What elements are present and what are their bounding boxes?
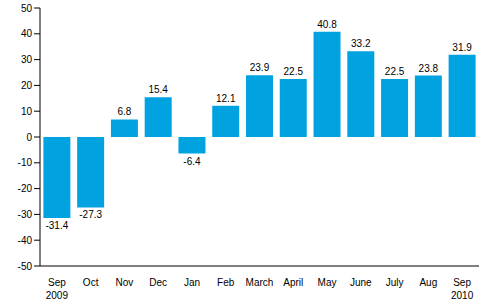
svg-text:Nov: Nov <box>116 277 134 288</box>
svg-text:-10: -10 <box>18 157 33 168</box>
svg-text:-30: -30 <box>18 209 33 220</box>
svg-text:23.8: 23.8 <box>419 63 439 74</box>
svg-text:-40: -40 <box>18 235 33 246</box>
svg-text:-31.4: -31.4 <box>45 220 68 231</box>
svg-text:Dec: Dec <box>149 277 167 288</box>
svg-text:33.2: 33.2 <box>351 38 371 49</box>
svg-text:July: July <box>386 277 404 288</box>
svg-text:-20: -20 <box>18 183 33 194</box>
svg-text:6.8: 6.8 <box>117 106 131 117</box>
svg-text:0: 0 <box>26 132 32 143</box>
svg-text:Jan: Jan <box>184 277 200 288</box>
svg-text:40: 40 <box>21 28 33 39</box>
svg-text:22.5: 22.5 <box>385 66 405 77</box>
svg-text:March: March <box>246 277 274 288</box>
svg-text:22.5: 22.5 <box>284 66 304 77</box>
svg-text:Aug: Aug <box>419 277 437 288</box>
svg-text:-50: -50 <box>18 261 33 272</box>
svg-text:50: 50 <box>21 3 33 14</box>
svg-text:June: June <box>350 277 372 288</box>
svg-text:15.4: 15.4 <box>148 84 168 95</box>
svg-text:30: 30 <box>21 54 33 65</box>
svg-text:May: May <box>318 277 337 288</box>
svg-text:31.9: 31.9 <box>452 42 472 53</box>
svg-text:Sep2009: Sep2009 <box>46 277 69 300</box>
svg-text:20: 20 <box>21 80 33 91</box>
svg-text:Feb: Feb <box>217 277 235 288</box>
svg-text:12.1: 12.1 <box>216 93 236 104</box>
svg-text:-27.3: -27.3 <box>79 209 102 220</box>
svg-text:23.9: 23.9 <box>250 62 270 73</box>
svg-text:Oct: Oct <box>83 277 99 288</box>
svg-text:10: 10 <box>21 106 33 117</box>
svg-text:Sep2010: Sep2010 <box>451 277 474 300</box>
svg-text:April: April <box>283 277 303 288</box>
svg-text:40.8: 40.8 <box>317 19 337 30</box>
svg-text:-6.4: -6.4 <box>183 156 201 167</box>
